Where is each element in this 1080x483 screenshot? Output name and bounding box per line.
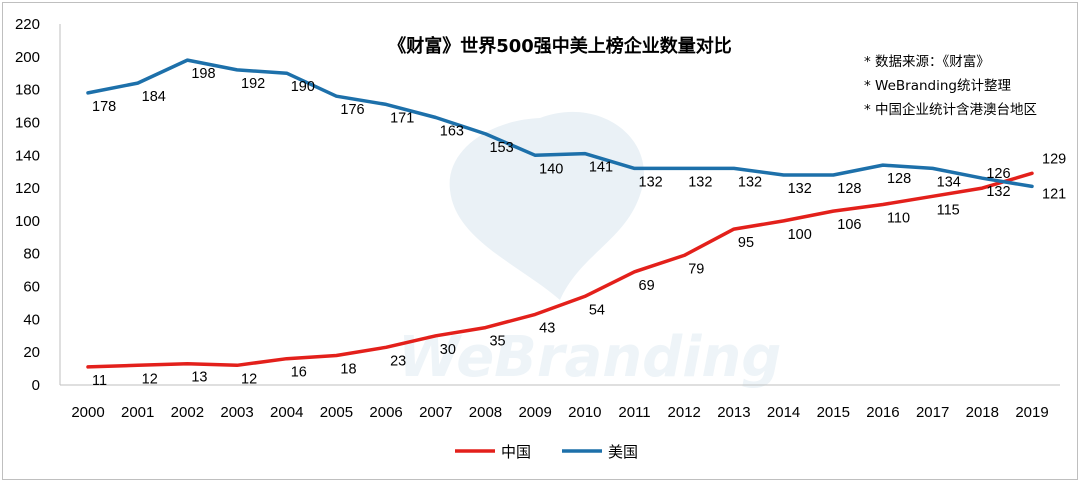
y-tick-label: 0	[32, 377, 40, 394]
watermark-text: WeBranding	[398, 325, 781, 390]
data-label: 163	[440, 124, 464, 140]
x-tick-label: 2019	[1015, 404, 1048, 421]
source-notes: * 数据来源：《财富》 * WeBranding统计整理 * 中国企业统计含港澳台地…	[864, 53, 1037, 118]
data-label: 132	[688, 174, 712, 190]
source-note: * 数据来源：《财富》	[864, 53, 990, 70]
data-label: 141	[589, 160, 613, 176]
data-label: 16	[291, 365, 307, 381]
data-label: 128	[837, 181, 861, 197]
data-label: 184	[142, 89, 166, 105]
y-tick-label: 140	[15, 147, 40, 164]
y-tick-label: 200	[15, 49, 40, 66]
watermark-logo	[449, 111, 644, 300]
x-tick-label: 2014	[767, 404, 800, 421]
y-tick-label: 100	[15, 213, 40, 230]
data-label: 176	[340, 102, 364, 118]
data-label: 11	[92, 373, 107, 389]
y-tick-label: 80	[23, 246, 40, 263]
data-label: 190	[291, 79, 315, 95]
x-tick-label: 2000	[71, 404, 104, 421]
data-label: 132	[986, 184, 1010, 200]
data-label: 198	[191, 66, 215, 82]
x-tick-label: 2015	[817, 404, 850, 421]
data-label: 43	[539, 320, 555, 336]
x-tick-label: 2018	[966, 404, 999, 421]
x-tick-label: 2012	[668, 404, 701, 421]
y-tick-label: 60	[23, 279, 40, 296]
data-label: 178	[92, 99, 116, 115]
data-label: 192	[241, 76, 265, 92]
data-label: 12	[241, 371, 257, 387]
y-tick-label: 160	[15, 114, 40, 131]
x-tick-label: 2016	[866, 404, 899, 421]
x-tick-label: 2011	[618, 404, 650, 421]
x-tick-label: 2009	[518, 404, 551, 421]
watermark: WeBranding	[398, 111, 781, 390]
axes: 0 20 40 60 80 100 120 140 160 180 200 220 2000 2001 20…	[15, 16, 1060, 421]
x-tick-label: 2006	[369, 404, 402, 421]
series-lines	[86, 58, 1034, 369]
data-label: 54	[589, 302, 605, 318]
legend-label-中国: 中国	[501, 443, 531, 461]
series-line-美国	[86, 58, 1034, 189]
data-label: 69	[639, 278, 655, 294]
data-label: 132	[788, 181, 812, 197]
data-label: 171	[390, 110, 414, 126]
data-label: 13	[191, 370, 207, 386]
x-tick-label: 2002	[171, 404, 204, 421]
x-tick-label: 2001	[121, 404, 154, 421]
y-tick-label: 180	[15, 82, 40, 99]
data-label: 95	[738, 235, 754, 251]
x-tick-label: 2017	[916, 404, 949, 421]
data-label: 129	[1042, 151, 1066, 167]
data-label: 18	[340, 361, 356, 377]
y-tick-label: 20	[23, 344, 40, 361]
data-label: 121	[1042, 186, 1066, 202]
series-line-中国	[86, 171, 1034, 369]
data-label: 79	[688, 261, 704, 277]
x-tick-label: 2008	[469, 404, 502, 421]
data-label: 106	[837, 217, 861, 233]
data-label: 128	[887, 171, 911, 187]
y-tick-label: 220	[15, 16, 40, 33]
data-label: 110	[887, 211, 910, 227]
source-note: * WeBranding统计整理	[864, 78, 1011, 94]
data-label: 30	[440, 342, 456, 358]
data-label: 132	[738, 174, 762, 190]
x-tick-label: 2013	[717, 404, 750, 421]
x-tick-label: 2005	[320, 404, 353, 421]
x-tick-label: 2007	[419, 404, 452, 421]
x-tick-label: 2010	[568, 404, 601, 421]
data-label: 126	[986, 166, 1010, 182]
data-label: 100	[788, 227, 812, 243]
data-label: 115	[937, 202, 960, 218]
data-label: 12	[142, 371, 158, 387]
source-note: * 中国企业统计含港澳台地区	[864, 101, 1037, 118]
x-tick-label: 2003	[220, 404, 253, 421]
data-label: 140	[539, 161, 563, 177]
data-label: 153	[489, 140, 513, 156]
data-labels: 11 12 13 12 16 18 23 30 35 43 54 69 79 95 100 106 110 115…	[92, 66, 1066, 389]
y-tick-label: 120	[15, 180, 40, 197]
chart-title: 《财富》世界500强中美上榜企业数量对比	[388, 35, 732, 57]
data-label: 134	[937, 174, 961, 190]
x-tick-label: 2004	[270, 404, 303, 421]
legend-label-美国: 美国	[608, 443, 638, 461]
data-label: 23	[390, 353, 406, 369]
legend: 中国 美国	[455, 443, 638, 461]
y-tick-label: 40	[23, 311, 40, 328]
data-label: 132	[639, 174, 663, 190]
data-label: 35	[489, 334, 505, 350]
